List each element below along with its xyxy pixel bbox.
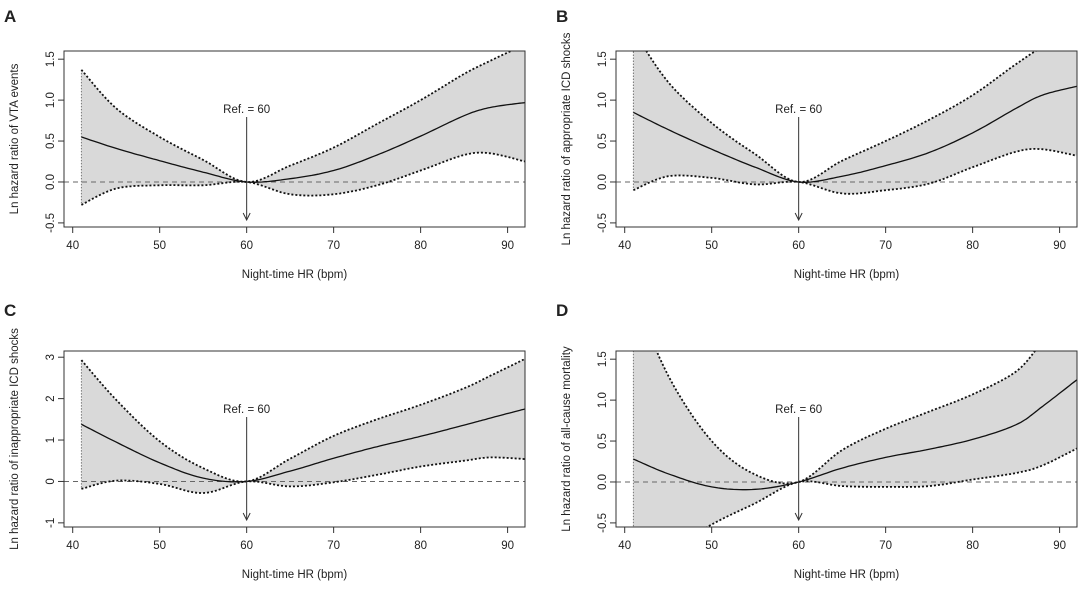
x-tick-label: 90 xyxy=(1053,540,1066,552)
y-tick-label: 0.0 xyxy=(597,174,609,190)
x-tick-label: 40 xyxy=(66,540,79,552)
y-tick-label: 0 xyxy=(45,478,57,484)
y-axis-title: Ln hazard ratio of VTA events xyxy=(9,63,21,214)
panels: Ref. = 60 40 50 60 70 80 90 -0.5 0.0 0.5 1.0 1.5 Nig… xyxy=(4,7,1078,581)
y-tick-label: 1.0 xyxy=(597,92,609,108)
panel-label: B xyxy=(556,7,568,26)
x-tick-label: 50 xyxy=(705,240,718,252)
plot-frame xyxy=(615,50,1078,228)
y-tick-label: 2 xyxy=(45,395,57,401)
hazard-ratio-line xyxy=(633,85,1077,183)
upper-ci-line xyxy=(80,51,514,183)
x-tick-label: 40 xyxy=(618,240,631,252)
y-axis-title: Ln hazard ratio of inappropriate ICD sho… xyxy=(9,328,21,550)
lower-ci-line xyxy=(80,151,525,206)
x-tick-label: 80 xyxy=(966,540,979,552)
y-tick-label: 1.0 xyxy=(597,392,609,408)
x-tick-label: 70 xyxy=(327,240,340,252)
y-tick-label: 0.0 xyxy=(597,474,609,490)
plot-frame xyxy=(615,350,1078,528)
lower-ci-line xyxy=(705,447,1077,527)
y-tick-label: 0.5 xyxy=(597,433,609,449)
plot-area xyxy=(64,358,525,494)
y-tick-label: -1 xyxy=(45,518,57,528)
x-tick-label: 70 xyxy=(879,540,892,552)
panel-d: Ref. = 60 40 50 60 70 80 90 -0.5 0.0 0.5 1.0 1.5 Nig… xyxy=(556,301,1078,581)
x-axis-title: Night-time HR (bpm) xyxy=(794,269,900,281)
y-tick-label: 1.0 xyxy=(45,92,57,108)
reference-label: Ref. = 60 xyxy=(223,104,270,116)
x-axis-title: Night-time HR (bpm) xyxy=(242,269,348,281)
y-tick-label: -0.5 xyxy=(597,513,609,533)
y-tick-label: 0.0 xyxy=(45,174,57,190)
x-tick-label: 90 xyxy=(1053,240,1066,252)
reference-arrow-head xyxy=(794,212,803,222)
confidence-band xyxy=(81,358,525,493)
lower-ci-line xyxy=(633,148,1077,195)
y-tick-label: 1.5 xyxy=(597,351,609,367)
y-tick-label: -0.5 xyxy=(597,213,609,233)
x-tick-label: 90 xyxy=(501,540,514,552)
reference-label: Ref. = 60 xyxy=(775,104,822,116)
panel-b: Ref. = 60 40 50 60 70 80 90 -0.5 0.0 0.5 1.0 1.5 Nig… xyxy=(556,7,1078,281)
y-tick-label: 1 xyxy=(45,437,57,443)
panel-label: A xyxy=(4,7,16,26)
panel-a: Ref. = 60 40 50 60 70 80 90 -0.5 0.0 0.5 1.0 1.5 Nig… xyxy=(4,7,526,281)
y-axis-title: Ln hazard ratio of appropriate ICD shock… xyxy=(561,32,573,245)
x-tick-label: 80 xyxy=(966,240,979,252)
confidence-band xyxy=(633,51,1077,194)
x-tick-label: 70 xyxy=(327,540,340,552)
confidence-band xyxy=(81,51,525,205)
confidence-band xyxy=(633,351,1077,527)
x-tick-label: 40 xyxy=(618,540,631,552)
x-tick-label: 40 xyxy=(66,240,79,252)
plot-frame xyxy=(63,350,526,528)
x-axis-title: Night-time HR (bpm) xyxy=(794,569,900,581)
x-axis-title: Night-time HR (bpm) xyxy=(242,569,348,581)
x-tick-label: 50 xyxy=(153,240,166,252)
x-tick-label: 60 xyxy=(792,240,805,252)
y-tick-label: -0.5 xyxy=(45,213,57,233)
y-axis-title: Ln hazard ratio of all-cause mortality xyxy=(561,346,573,532)
x-tick-label: 60 xyxy=(792,540,805,552)
x-tick-label: 80 xyxy=(414,240,427,252)
reference-label: Ref. = 60 xyxy=(223,404,270,416)
lower-ci-line xyxy=(81,456,525,494)
y-tick-label: 0.5 xyxy=(45,133,57,149)
x-tick-label: 80 xyxy=(414,540,427,552)
plot-area xyxy=(64,51,525,206)
upper-ci-line xyxy=(80,358,525,483)
x-tick-label: 60 xyxy=(240,240,253,252)
hazard-ratio-line xyxy=(81,408,525,483)
x-tick-label: 50 xyxy=(705,540,718,552)
hazard-ratio-line xyxy=(633,379,1077,491)
x-tick-label: 60 xyxy=(240,540,253,552)
panel-c: Ref. = 60 40 50 60 70 80 90 -1 0 1 2 3 Night-time HR… xyxy=(4,301,526,581)
x-tick-label: 90 xyxy=(501,240,514,252)
x-tick-label: 50 xyxy=(153,540,166,552)
y-tick-label: 3 xyxy=(45,354,57,360)
panel-label: C xyxy=(4,301,16,320)
y-tick-label: 1.5 xyxy=(597,51,609,67)
plot-area xyxy=(616,51,1077,195)
upper-ci-line xyxy=(645,51,1038,183)
hazard-ratio-line xyxy=(81,101,525,183)
y-tick-label: 1.5 xyxy=(45,51,57,67)
y-tick-label: 0.5 xyxy=(597,133,609,149)
reference-arrow-head xyxy=(242,512,251,522)
panel-label: D xyxy=(556,301,568,320)
upper-ci-line xyxy=(655,351,1037,485)
reference-arrow-head xyxy=(242,212,251,222)
x-tick-label: 70 xyxy=(879,240,892,252)
plot-area xyxy=(616,351,1077,527)
reference-label: Ref. = 60 xyxy=(775,404,822,416)
plot-frame xyxy=(63,50,526,228)
reference-arrow-head xyxy=(794,512,803,522)
